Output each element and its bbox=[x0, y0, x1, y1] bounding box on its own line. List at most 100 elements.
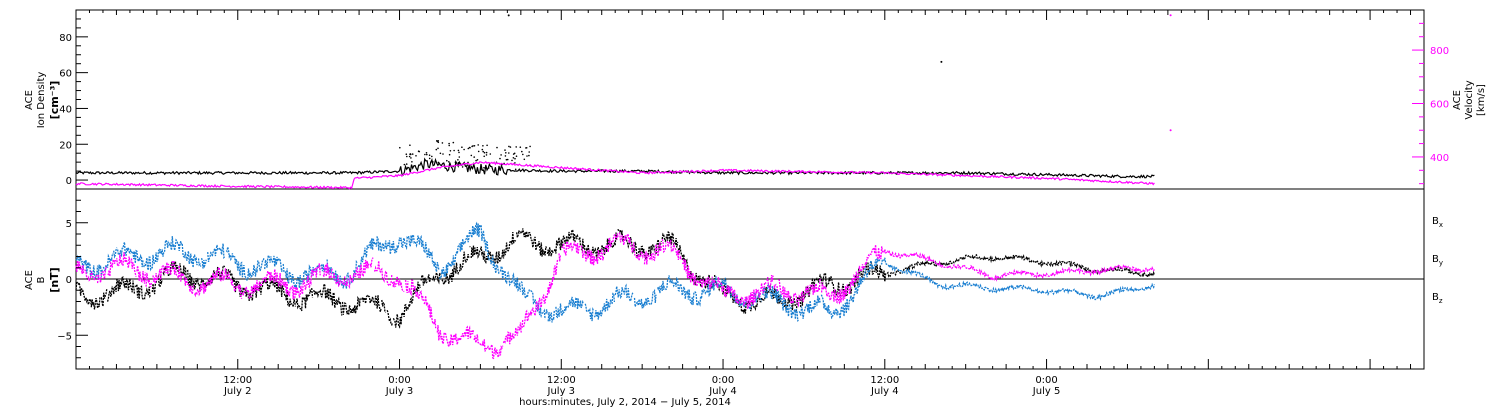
density-point bbox=[463, 148, 465, 151]
density-point bbox=[426, 153, 428, 156]
top-left-tick-label: 0 bbox=[66, 176, 72, 187]
density-point bbox=[508, 152, 510, 154]
density-point bbox=[415, 155, 417, 157]
density-point bbox=[522, 153, 524, 156]
density-point bbox=[449, 150, 452, 152]
top-right-tick-label: 600 bbox=[1430, 100, 1449, 111]
b-label-quantity: B bbox=[36, 276, 47, 283]
outlier-point bbox=[507, 14, 510, 17]
density-point bbox=[486, 144, 488, 147]
density-point bbox=[442, 153, 444, 155]
density-point bbox=[417, 150, 420, 152]
density-point bbox=[500, 154, 502, 156]
series-bx bbox=[75, 227, 1156, 329]
density-point bbox=[430, 161, 432, 164]
x-tick-time-label: 0:00 bbox=[712, 375, 734, 386]
density-point bbox=[480, 168, 482, 170]
density-point bbox=[526, 155, 528, 157]
density-point bbox=[483, 155, 486, 158]
density-point bbox=[515, 155, 518, 157]
density-point bbox=[514, 168, 517, 171]
density-point bbox=[461, 146, 463, 148]
density-point bbox=[411, 153, 414, 155]
density-point bbox=[473, 156, 476, 158]
density-point bbox=[448, 161, 450, 163]
top-left-tick-label: 20 bbox=[59, 140, 72, 151]
density-point bbox=[487, 167, 490, 169]
density-point bbox=[461, 166, 464, 168]
density-point bbox=[437, 161, 440, 164]
density-point bbox=[476, 159, 479, 161]
density-point bbox=[405, 153, 408, 155]
bottom-left-tick-label: 5 bbox=[66, 219, 72, 230]
top-series-left bbox=[75, 157, 1155, 179]
density-point bbox=[477, 150, 480, 153]
density-point bbox=[470, 154, 473, 157]
density-point bbox=[504, 155, 507, 157]
density-point bbox=[435, 148, 438, 151]
outlier-point bbox=[940, 60, 943, 63]
x-tick-time-label: 0:00 bbox=[388, 375, 410, 386]
density-point bbox=[523, 158, 526, 161]
density-point bbox=[514, 157, 516, 160]
density-point bbox=[428, 154, 431, 156]
density-point bbox=[521, 150, 523, 153]
density-point bbox=[481, 148, 484, 151]
density-label-instrument: ACE bbox=[24, 90, 35, 110]
density-point bbox=[454, 161, 457, 164]
top-left-tick-label: 60 bbox=[59, 69, 72, 80]
density-point bbox=[473, 145, 476, 147]
legend-bx: Bx bbox=[1432, 216, 1443, 229]
series-bz bbox=[75, 232, 1155, 360]
density-point bbox=[471, 145, 473, 148]
density-point bbox=[409, 153, 411, 155]
x-tick-date-label: July 5 bbox=[1032, 386, 1061, 397]
density-point bbox=[424, 153, 426, 156]
legend: Bx By Bz bbox=[1432, 216, 1443, 305]
bottom-left-tick-label: −5 bbox=[57, 331, 72, 342]
density-point bbox=[405, 163, 408, 165]
velocity-label-unit: [km/s] bbox=[1476, 84, 1487, 116]
x-tick-date-label: July 4 bbox=[708, 386, 737, 397]
density-point bbox=[436, 140, 438, 142]
x-tick-date-label: July 4 bbox=[870, 386, 899, 397]
density-point bbox=[483, 166, 485, 169]
density-point bbox=[466, 164, 469, 166]
density-point bbox=[484, 167, 487, 170]
x-tick-time-label: 0:00 bbox=[1035, 375, 1057, 386]
density-point bbox=[408, 155, 411, 158]
bottom-left-ylabel: ACE B [nT] bbox=[24, 267, 61, 292]
density-point bbox=[410, 157, 412, 159]
legend-bz: Bz bbox=[1432, 292, 1443, 305]
density-point bbox=[437, 147, 439, 150]
density-point bbox=[411, 161, 413, 163]
top-panel-data bbox=[75, 14, 1172, 190]
velocity-label-instrument: ACE bbox=[1452, 90, 1463, 110]
density-point bbox=[489, 153, 492, 155]
density-point bbox=[399, 146, 401, 149]
density-point bbox=[477, 144, 480, 146]
density-point bbox=[443, 164, 446, 166]
density-point bbox=[448, 153, 451, 156]
density-point bbox=[509, 146, 512, 148]
density-point bbox=[485, 154, 488, 156]
density-point bbox=[504, 149, 506, 151]
density-point bbox=[496, 146, 498, 149]
density-point bbox=[529, 145, 531, 148]
density-point bbox=[458, 151, 460, 154]
outlier-point bbox=[1169, 129, 1172, 132]
x-tick-date-label: July 3 bbox=[547, 386, 576, 397]
density-point bbox=[441, 142, 444, 144]
top-right-ylabel: ACE Velocity [km/s] bbox=[1452, 80, 1487, 119]
density-point bbox=[458, 162, 461, 164]
density-point bbox=[506, 158, 509, 161]
density-point bbox=[499, 157, 501, 160]
density-point bbox=[508, 145, 510, 148]
b-label-instrument: ACE bbox=[24, 270, 35, 290]
density-point bbox=[512, 153, 515, 155]
density-point bbox=[505, 158, 508, 161]
density-point bbox=[431, 155, 433, 158]
density-point bbox=[437, 140, 440, 142]
